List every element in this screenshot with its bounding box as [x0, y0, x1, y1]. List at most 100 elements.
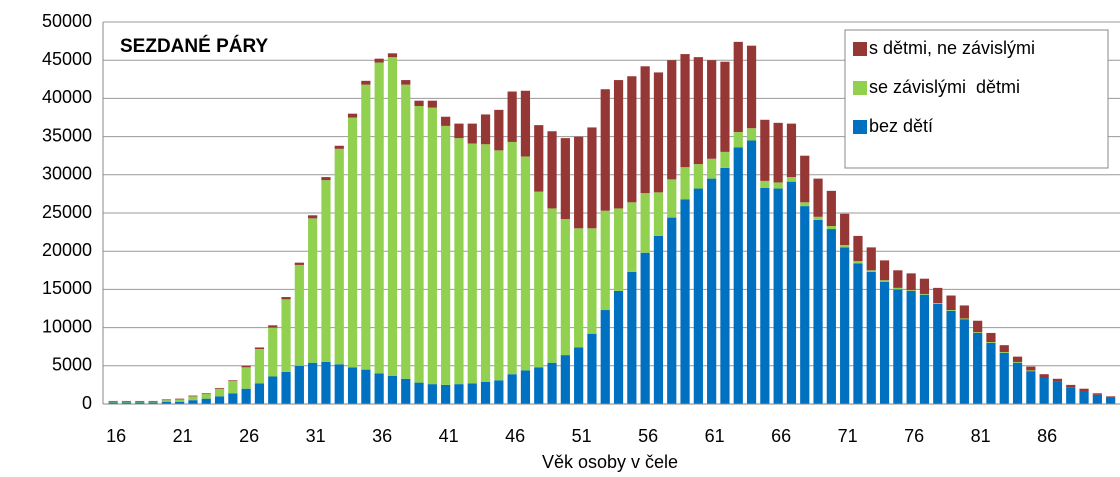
- bar-segment: [494, 380, 504, 404]
- bar-segment: [587, 127, 597, 229]
- chart-title: SEZDANÉ PÁRY: [120, 35, 268, 57]
- bar-segment: [347, 113, 358, 118]
- bar-segment: [414, 106, 424, 383]
- bar-segment: [613, 80, 624, 209]
- bar-segment: [347, 117, 358, 368]
- bar-segment: [933, 303, 943, 304]
- bar-segment: [175, 401, 185, 404]
- x-tick-label: 76: [904, 426, 924, 446]
- bar-segment: [441, 384, 451, 404]
- legend-label: se závislými dětmi: [869, 77, 1020, 97]
- bar-segment: [1052, 378, 1063, 382]
- bar-segment: [574, 347, 584, 404]
- bar-segment: [720, 167, 730, 404]
- bar-segment: [1012, 362, 1023, 404]
- bar-segment: [334, 148, 344, 365]
- bar-segment: [813, 216, 823, 220]
- y-tick-label: 20000: [42, 240, 92, 260]
- bar-segment: [108, 400, 118, 402]
- bar-segment: [1092, 393, 1102, 395]
- bar-segment: [534, 367, 544, 404]
- bar-segment: [308, 362, 318, 404]
- bar-segment: [613, 208, 624, 291]
- y-tick-label: 35000: [42, 125, 92, 145]
- bar-segment: [494, 150, 504, 381]
- bar-segment: [600, 210, 610, 311]
- bar-segment: [946, 295, 956, 311]
- bar-segment: [693, 188, 703, 404]
- bar-segment: [680, 54, 690, 168]
- bar-segment: [161, 401, 171, 404]
- bar-segment: [441, 125, 451, 385]
- bar-segment: [667, 60, 677, 180]
- bar-segment: [480, 144, 491, 382]
- y-tick-label: 15000: [42, 278, 92, 298]
- bar-segment: [321, 177, 331, 181]
- bar-segment: [667, 217, 677, 404]
- bar-segment: [454, 384, 464, 404]
- bar-segment: [919, 294, 930, 404]
- bar-segment: [294, 262, 304, 265]
- legend-box: [844, 29, 1109, 169]
- bar-segment: [1012, 361, 1023, 363]
- bar-segment: [919, 278, 930, 294]
- bar-segment: [853, 261, 863, 264]
- bar-segment: [467, 383, 477, 404]
- bar-segment: [241, 367, 251, 389]
- bar-segment: [826, 229, 836, 404]
- bar-segment: [906, 273, 916, 291]
- bar-segment: [228, 380, 238, 382]
- bar-segment: [640, 252, 650, 404]
- bar-segment: [1079, 391, 1089, 404]
- bar-segment: [680, 199, 690, 404]
- bar-segment: [800, 202, 810, 207]
- bar-segment: [760, 187, 770, 404]
- bar-segment: [268, 376, 278, 404]
- bar-segment: [707, 158, 717, 179]
- bar-segment: [773, 182, 783, 189]
- bar-segment: [361, 80, 371, 85]
- bar-segment: [175, 399, 185, 402]
- bar-segment: [135, 401, 145, 403]
- bar-segment: [241, 365, 251, 368]
- x-tick-label: 86: [1037, 426, 1057, 446]
- bar-segment: [906, 290, 916, 291]
- x-axis-label: Věk osoby v čele: [542, 452, 678, 472]
- bar-segment: [733, 41, 743, 133]
- bar-segment: [361, 369, 371, 404]
- bar-segment: [973, 320, 983, 333]
- bar-segment: [308, 218, 318, 363]
- bar-segment: [986, 342, 996, 404]
- bar-segment: [161, 400, 171, 402]
- bar-segment: [746, 128, 757, 141]
- legend-label: bez dětí: [869, 116, 933, 136]
- x-tick-label: 46: [505, 426, 525, 446]
- x-tick-label: 31: [306, 426, 326, 446]
- bar-segment: [574, 136, 584, 229]
- bar-segment: [560, 138, 570, 220]
- bar-segment: [188, 396, 198, 401]
- x-tick-label: 41: [439, 426, 459, 446]
- bar-segment: [321, 361, 331, 404]
- bar-segment: [653, 72, 664, 193]
- bar-segment: [640, 193, 650, 253]
- bar-segment: [214, 388, 225, 397]
- bar-segment: [148, 400, 158, 402]
- bar-segment: [294, 264, 304, 366]
- bar-segment: [600, 89, 610, 211]
- bar-segment: [627, 76, 637, 203]
- y-tick-label: 10000: [42, 316, 92, 336]
- y-tick-label: 0: [82, 393, 92, 413]
- bar-segment: [520, 90, 531, 157]
- bar-segment: [640, 66, 650, 194]
- bar-segment: [401, 80, 411, 85]
- bar-segment: [879, 260, 890, 281]
- bar-segment: [374, 62, 384, 374]
- bar-segment: [214, 387, 225, 389]
- bar-segment: [547, 131, 557, 209]
- bar-segment: [813, 219, 823, 404]
- bar-segment: [653, 235, 664, 404]
- bar-segment: [1026, 370, 1036, 372]
- bar-segment: [1039, 378, 1049, 404]
